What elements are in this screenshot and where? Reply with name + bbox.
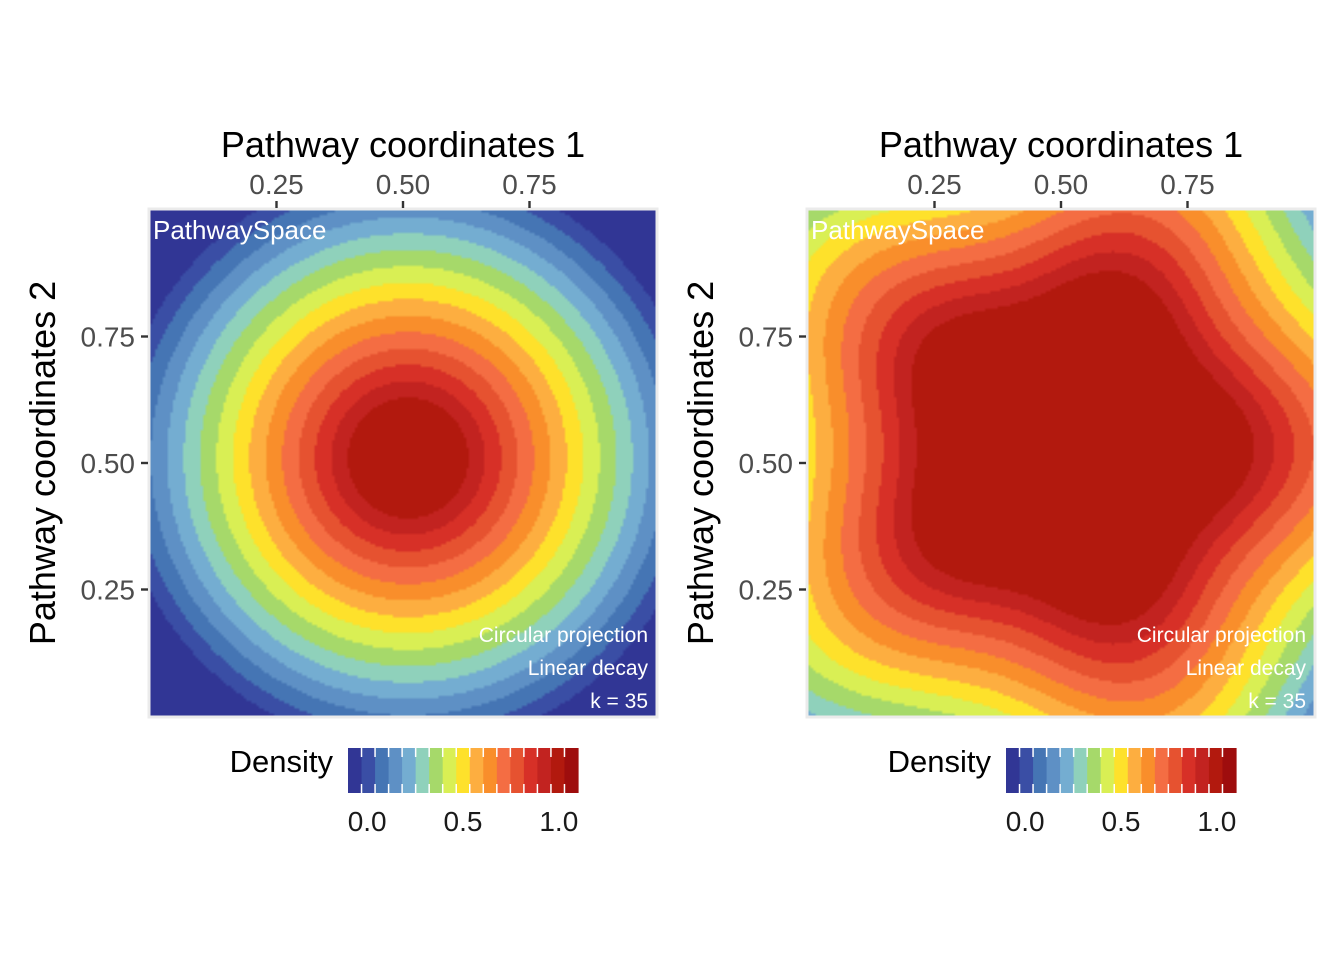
colorbar-segment xyxy=(1127,748,1142,793)
colorbar-segment xyxy=(361,748,376,793)
colorbar-segment xyxy=(1046,748,1061,793)
colorbar-segment xyxy=(496,748,511,793)
colorbar-segment xyxy=(1168,748,1183,793)
legend-title: Density xyxy=(888,744,992,779)
x-tick-label: 0.50 xyxy=(376,169,431,200)
legend-tick-label: 1.0 xyxy=(539,806,578,837)
colorbar-segment xyxy=(469,748,484,793)
colorbar-segment xyxy=(388,748,403,793)
colorbar-segment xyxy=(1073,748,1088,793)
annotation-2: Linear decay xyxy=(1186,657,1307,680)
legend: Density 0.0 0.5 1.0 xyxy=(888,744,1237,837)
legend-title: Density xyxy=(230,744,334,779)
colorbar-segment xyxy=(1087,748,1102,793)
colorbar-segment xyxy=(1141,748,1156,793)
density-raster xyxy=(808,210,1314,716)
y-tick-label: 0.75 xyxy=(739,322,794,353)
legend-tick-label: 1.0 xyxy=(1197,806,1236,837)
colorbar-segment xyxy=(1006,748,1021,793)
annotation-1: Circular projection xyxy=(479,624,648,647)
heatmap-panel-2: 0.25 0.50 0.75 Pathway coordinates 1 0.25 0.5… xyxy=(680,124,1317,837)
colorbar-segment xyxy=(483,748,498,793)
legend-tick-label: 0.5 xyxy=(444,806,483,837)
y-axis-title: Pathway coordinates 2 xyxy=(22,281,63,645)
colorbar-segment xyxy=(442,748,457,793)
panel-border xyxy=(147,207,659,719)
y-tick-label: 0.75 xyxy=(81,322,136,353)
x-tick-label: 0.75 xyxy=(1160,169,1215,200)
colorbar-segment xyxy=(1100,748,1115,793)
colorbar-segment xyxy=(1195,748,1210,793)
colorbar-segment xyxy=(564,748,579,793)
colorbar-segment xyxy=(1114,748,1129,793)
x-tick-label: 0.75 xyxy=(502,169,557,200)
annotation-1: Circular projection xyxy=(1137,624,1306,647)
colorbar-segment xyxy=(1060,748,1075,793)
colorbar-segment xyxy=(375,748,390,793)
colorbar-segment xyxy=(348,748,363,793)
density-raster xyxy=(150,210,656,716)
colorbar-segment xyxy=(1033,748,1048,793)
annotation-3: k = 35 xyxy=(1248,690,1306,713)
panel-tag: PathwaySpace xyxy=(811,215,984,245)
annotation-2: Linear decay xyxy=(528,657,649,680)
colorbar-segment xyxy=(537,748,552,793)
colorbar-segment xyxy=(429,748,444,793)
colorbar-segment xyxy=(1222,748,1237,793)
panel-tag: PathwaySpace xyxy=(153,215,326,245)
colorbar-segment xyxy=(523,748,539,793)
colorbar-segment xyxy=(456,748,471,793)
y-tick-label: 0.50 xyxy=(739,448,794,479)
colorbar-segment xyxy=(550,748,566,793)
heatmap-panel-1: 0.25 0.50 0.75 Pathway coordinates 1 0.25 0.5… xyxy=(22,124,659,837)
colorbar-segment xyxy=(415,748,430,793)
x-tick-label: 0.25 xyxy=(907,169,962,200)
x-axis-title: Pathway coordinates 1 xyxy=(879,124,1243,165)
y-axis-title: Pathway coordinates 2 xyxy=(680,281,721,645)
colorbar-segment xyxy=(1019,748,1034,793)
y-tick-label: 0.25 xyxy=(81,575,136,606)
colorbar-segment xyxy=(402,748,417,793)
x-tick-label: 0.25 xyxy=(249,169,304,200)
colorbar-segment xyxy=(1208,748,1224,793)
legend: Density 0.0 0.5 1.0 xyxy=(230,744,579,837)
colorbar-segment xyxy=(1181,748,1197,793)
annotation-3: k = 35 xyxy=(590,690,648,713)
panel-border xyxy=(805,207,1317,719)
legend-tick-label: 0.0 xyxy=(1006,806,1045,837)
legend-tick-label: 0.5 xyxy=(1102,806,1141,837)
colorbar-segment xyxy=(510,748,525,793)
y-tick-label: 0.25 xyxy=(739,575,794,606)
colorbar-segment xyxy=(1154,748,1169,793)
x-axis-title: Pathway coordinates 1 xyxy=(221,124,585,165)
x-tick-label: 0.50 xyxy=(1034,169,1089,200)
legend-tick-label: 0.0 xyxy=(348,806,387,837)
y-tick-label: 0.50 xyxy=(81,448,136,479)
